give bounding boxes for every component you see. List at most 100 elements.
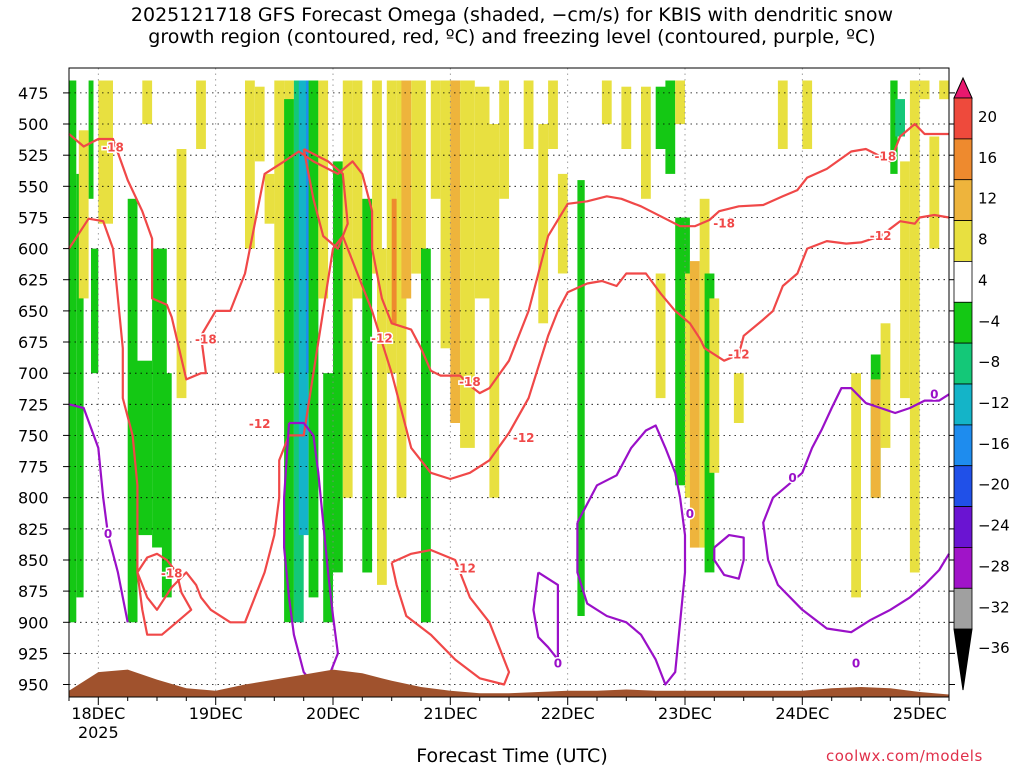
colorbar-segment bbox=[953, 138, 973, 181]
isotherm-minus-18 bbox=[68, 122, 949, 395]
omega-cell bbox=[386, 80, 397, 374]
omega-cell bbox=[777, 80, 788, 149]
omega-cell bbox=[377, 248, 387, 585]
omega-cell bbox=[499, 80, 509, 199]
omega-cell bbox=[284, 99, 294, 623]
contour-label: -12 bbox=[249, 417, 271, 431]
x-tick-label: 21DEC bbox=[423, 704, 477, 723]
colorbar-label: 16 bbox=[978, 149, 997, 167]
y-tick-label: 525 bbox=[18, 146, 49, 165]
contour-label: -12 bbox=[371, 331, 393, 345]
title-line-2: growth region (contoured, red, ºC) and f… bbox=[148, 26, 876, 48]
omega-cell bbox=[675, 80, 685, 125]
y-axis: 475 500 525 550 575 600 625 650 675 700 725 750 775 8… bbox=[18, 84, 955, 695]
y-tick-label: 625 bbox=[18, 271, 49, 290]
y-tick-label: 900 bbox=[18, 613, 49, 632]
omega-cell bbox=[245, 80, 255, 249]
omega-cell bbox=[621, 86, 632, 149]
omega-cell bbox=[137, 360, 153, 536]
y-tick-label: 850 bbox=[18, 551, 49, 570]
omega-cell bbox=[98, 80, 113, 224]
colorbar-segment bbox=[953, 220, 973, 262]
y-tick-label: 500 bbox=[18, 115, 49, 134]
omega-cell bbox=[802, 80, 813, 149]
colorbar-segment bbox=[953, 301, 973, 344]
freezing-level-0 bbox=[68, 403, 129, 623]
terrain-layer bbox=[69, 669, 949, 697]
colorbar-segment bbox=[953, 465, 973, 508]
contour-label: 0 bbox=[686, 507, 694, 521]
colorbar-label: 8 bbox=[978, 231, 988, 249]
isotherm-minus-18 bbox=[136, 552, 193, 636]
freezing-level-0 bbox=[283, 421, 339, 692]
chart-title: 2025121718 GFS Forecast Omega (shaded, −… bbox=[0, 4, 1024, 48]
x-tick-label: 20DEC bbox=[306, 704, 360, 723]
colorbar: 20 16 12 8 4 −4 −8 −12 −16 −20 −24 −28 −32 −36 bbox=[953, 76, 1010, 691]
colorbar-segment bbox=[953, 506, 973, 548]
colorbar-label: −4 bbox=[978, 312, 1000, 330]
omega-cell bbox=[352, 80, 363, 299]
isotherm-minus-12 bbox=[68, 213, 950, 624]
omega-cell bbox=[440, 80, 451, 349]
omega-cell bbox=[342, 80, 353, 498]
omega-cell bbox=[709, 298, 720, 473]
omega-cell bbox=[372, 80, 382, 274]
y-tick-label: 950 bbox=[18, 676, 49, 695]
omega-cell bbox=[69, 80, 77, 623]
colorbar-segment bbox=[953, 424, 973, 467]
colorbar-label: −32 bbox=[978, 598, 1010, 616]
omega-cell bbox=[254, 86, 265, 162]
colorbar-label: −36 bbox=[978, 639, 1010, 657]
omega-cell bbox=[430, 80, 441, 199]
colorbar-label: −8 bbox=[978, 353, 1000, 371]
omega-cell bbox=[538, 124, 549, 324]
colorbar-label: 4 bbox=[978, 271, 988, 289]
terrain-surface bbox=[69, 669, 949, 697]
omega-cell bbox=[91, 248, 99, 374]
omega-cell bbox=[78, 130, 89, 299]
x-tick-label: 25DEC bbox=[893, 704, 947, 723]
y-tick-label: 575 bbox=[18, 209, 49, 228]
omega-cell bbox=[460, 80, 475, 448]
y-tick-label: 800 bbox=[18, 489, 49, 508]
title-line-1: 2025121718 GFS Forecast Omega (shaded, −… bbox=[130, 4, 894, 26]
omega-shading-layer bbox=[69, 80, 949, 623]
omega-cell bbox=[939, 80, 949, 100]
omega-cell bbox=[450, 80, 461, 423]
y-tick-label: 600 bbox=[18, 240, 49, 259]
omega-cell bbox=[557, 173, 568, 274]
omega-cell bbox=[274, 80, 285, 374]
omega-cell bbox=[421, 248, 431, 623]
omega-cell bbox=[308, 80, 319, 598]
contour-label: -18 bbox=[102, 141, 124, 155]
omega-cell bbox=[411, 80, 426, 274]
omega-cell bbox=[929, 136, 940, 249]
omega-cell bbox=[142, 80, 153, 125]
omega-cell bbox=[601, 80, 612, 125]
colorbar-segment bbox=[953, 587, 973, 630]
grid-layer bbox=[69, 68, 949, 697]
x-tick-label: 22DEC bbox=[541, 704, 595, 723]
contour-label: 0 bbox=[930, 387, 938, 401]
colorbar-segment bbox=[953, 179, 973, 221]
colorbar-label: −12 bbox=[978, 394, 1010, 412]
y-tick-label: 750 bbox=[18, 426, 49, 445]
omega-cell bbox=[88, 80, 94, 199]
x-tick-label: 23DEC bbox=[658, 704, 712, 723]
omega-cell bbox=[895, 99, 905, 137]
y-tick-label: 775 bbox=[18, 458, 49, 477]
colorbar-label: 12 bbox=[978, 190, 997, 208]
contour-label: -18 bbox=[713, 217, 735, 231]
omega-cell bbox=[523, 80, 534, 149]
omega-cell bbox=[577, 180, 585, 616]
contour-label: -18 bbox=[459, 375, 481, 389]
omega-cell bbox=[362, 198, 373, 573]
contour-label: -18 bbox=[875, 149, 897, 163]
contour-label: 0 bbox=[104, 527, 112, 541]
x-tick-label: 18DEC bbox=[71, 704, 125, 723]
contour-label: -18 bbox=[161, 567, 183, 581]
omega-cell bbox=[176, 149, 187, 399]
x-axis: 18DEC 19DEC 20DEC 21DEC 22DEC 23DEC 24DEC 25DEC… bbox=[68, 697, 950, 742]
omega-cell bbox=[489, 124, 500, 498]
